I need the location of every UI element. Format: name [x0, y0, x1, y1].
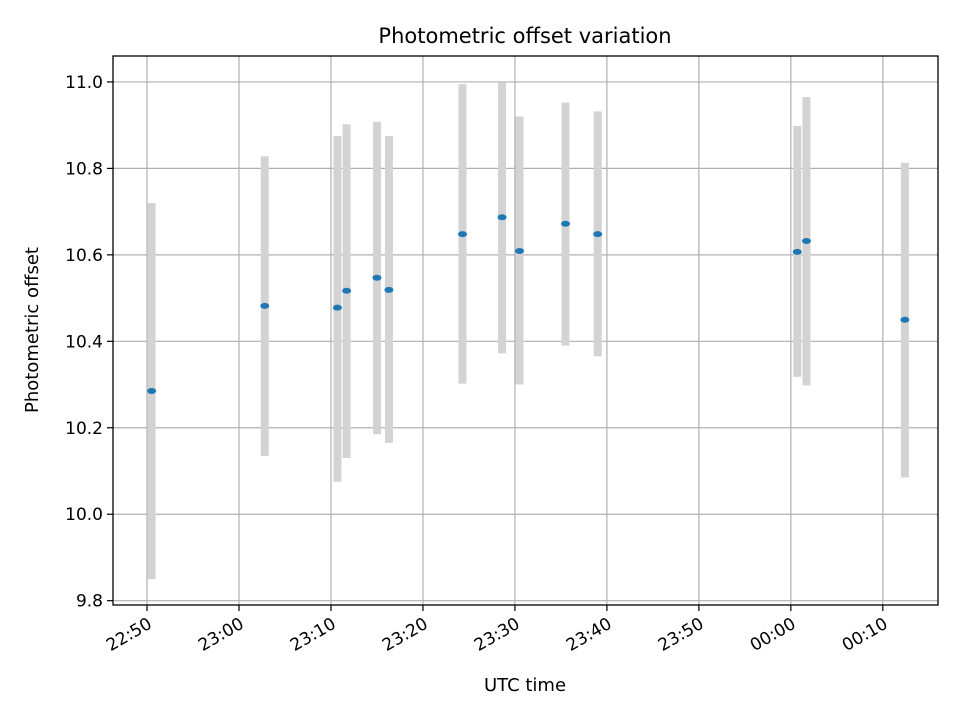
data-point	[372, 274, 382, 281]
data-point	[457, 231, 467, 238]
data-point	[497, 214, 507, 221]
y-tick-label: 10.2	[65, 419, 103, 439]
y-tick-label: 10.4	[65, 332, 103, 352]
y-axis-ticks: 9.8 10.0 10.2 10.4 10.6 10.8 11.0	[65, 73, 113, 612]
data-point	[593, 231, 603, 238]
data-point	[792, 248, 802, 255]
data-points	[147, 214, 910, 395]
chart-title: Photometric offset variation	[378, 24, 671, 48]
y-tick-label: 9.8	[76, 592, 103, 612]
data-point	[561, 220, 571, 227]
y-tick-label: 10.6	[65, 246, 103, 266]
data-point	[900, 316, 910, 323]
y-axis-label: Photometric offset	[22, 247, 43, 413]
data-point	[801, 238, 811, 245]
data-point	[260, 302, 270, 309]
y-tick-label: 10.0	[65, 505, 103, 525]
data-point	[332, 304, 342, 311]
data-point	[515, 247, 525, 254]
y-tick-label: 11.0	[65, 73, 103, 93]
x-axis-label: UTC time	[484, 675, 566, 696]
data-point	[147, 388, 157, 395]
data-point	[384, 286, 394, 293]
y-tick-label: 10.8	[65, 159, 103, 179]
data-point	[342, 287, 352, 294]
plot-frame	[112, 55, 939, 606]
